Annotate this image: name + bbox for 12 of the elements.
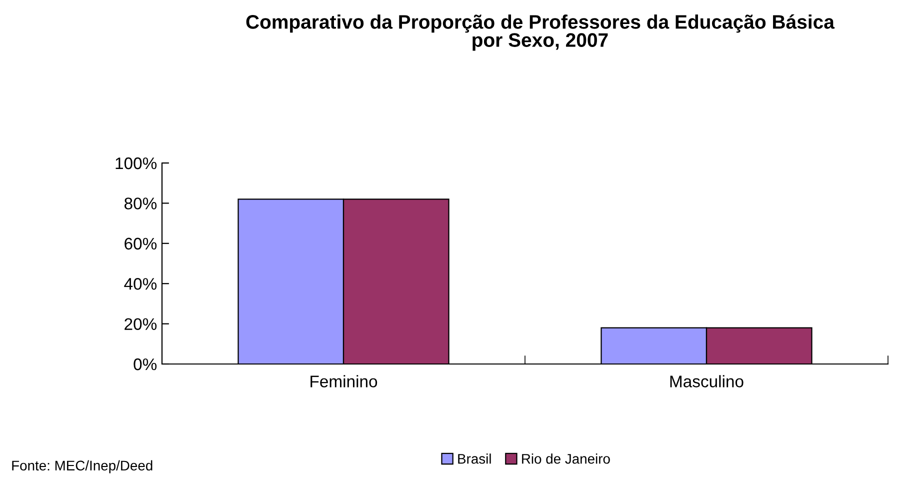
legend-label: Brasil: [458, 454, 491, 464]
y-tick-label: 80%: [124, 198, 157, 210]
y-tick-label: 40%: [124, 278, 157, 290]
legend-label: Rio de Janeiro: [522, 454, 610, 464]
chart-title: Comparativo da Proporção de Professores da Educação Básica por Sexo, 2007: [246, 14, 835, 51]
y-tick-label: 0%: [134, 358, 157, 370]
y-tick-label: 20%: [124, 318, 157, 330]
y-tick-label: 60%: [124, 238, 157, 250]
source-note: Fonte: MEC/Inep/Deed: [12, 460, 152, 474]
x-tick-label: Masculino: [670, 375, 744, 388]
x-tick-label: Feminino: [310, 375, 378, 388]
y-tick-label: 100%: [116, 157, 157, 170]
